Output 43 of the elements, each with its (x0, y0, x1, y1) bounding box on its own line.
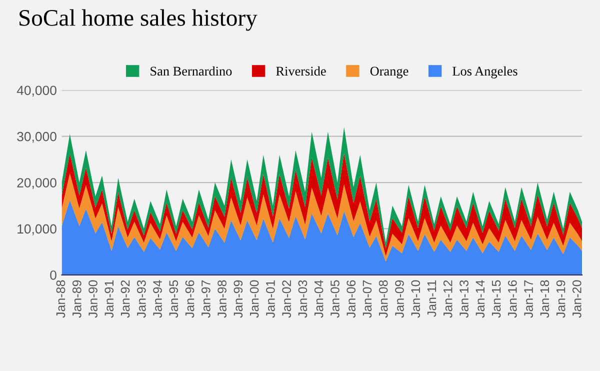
x-tick-label: Jan-93 (136, 280, 146, 318)
legend-label: Los Angeles (452, 66, 518, 78)
x-tick-label: Jan-98 (218, 280, 226, 318)
x-tick-label: Jan-99 (234, 280, 243, 318)
x-tick-label: Jan-15 (492, 280, 501, 318)
x-tick-label: Jan-89 (72, 280, 82, 318)
x-tick-label: Jan-19 (556, 280, 566, 318)
x-tick-label: Jan-96 (185, 280, 194, 318)
x-tick-label: Jan-06 (346, 280, 356, 318)
x-tick-label: Jan-00 (250, 280, 259, 318)
x-tick-label: Jan-02 (282, 280, 292, 318)
x-tick-label: Jan-11 (427, 280, 436, 317)
x-tick-label: Jan-10 (411, 280, 420, 318)
x-tick-label: Jan-92 (120, 280, 130, 318)
x-tick-label: Jan-97 (202, 280, 210, 318)
x-tick-label: Jan-05 (330, 280, 340, 318)
x-tick-label: Jan-17 (524, 280, 533, 318)
x-tick-label: Jan-16 (508, 280, 517, 318)
y-tick-label: 20,000 (17, 178, 56, 189)
x-tick-label: Jan-88 (56, 280, 66, 318)
x-tick-label: Jan-01 (266, 280, 275, 318)
x-tick-label: Jan-07 (362, 280, 372, 318)
x-tick-label: Jan-94 (153, 280, 162, 318)
legend-label: San Bernardino (150, 66, 232, 76)
x-tick-label: Jan-04 (314, 280, 324, 318)
x-tick-label: Jan-20 (572, 280, 582, 318)
y-tick-label: 30,000 (17, 132, 56, 143)
x-tick-label: Jan-08 (378, 280, 388, 318)
x-tick-label: Jan-12 (443, 280, 452, 318)
legend-label: Orange (370, 66, 408, 78)
x-tick-label: Jan-03 (298, 280, 308, 318)
x-tick-label: Jan-18 (540, 280, 550, 318)
legend-label: Riverside (276, 66, 326, 76)
x-tick-label: Jan-13 (460, 280, 468, 318)
y-tick-label: 40,000 (16, 86, 56, 97)
x-tick-label: Jan-14 (476, 280, 485, 318)
x-tick-label: Jan-09 (395, 280, 404, 318)
y-tick-label: 10,000 (18, 224, 56, 236)
x-tick-label: Jan-91 (104, 280, 114, 318)
x-tick-label: Jan-90 (88, 280, 98, 318)
y-tick-label: 0 (50, 270, 56, 280)
chart-title: SoCal home sales history (20, 9, 258, 31)
x-tick-label: Jan-95 (169, 280, 178, 318)
